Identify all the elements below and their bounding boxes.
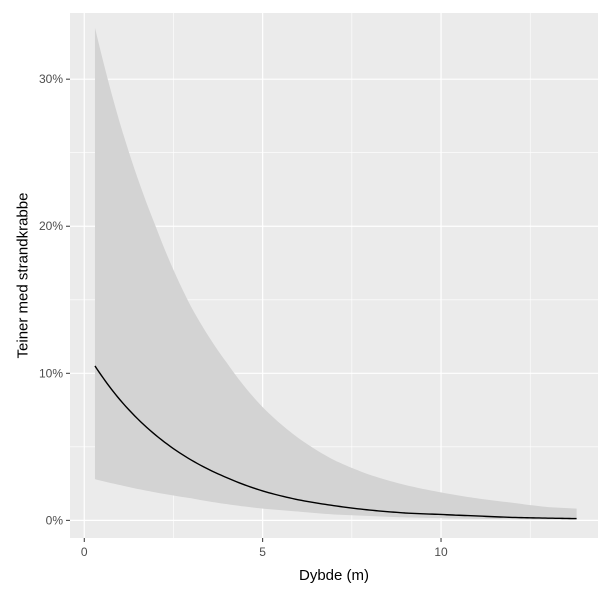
y-axis: 0% 10% 20% 30%: [39, 72, 70, 527]
x-tick-label: 10: [434, 545, 448, 559]
y-tick-label: 10%: [39, 366, 63, 380]
y-tick-label: 0%: [46, 513, 64, 527]
x-tick-label: 0: [81, 545, 88, 559]
x-tick-label: 5: [259, 545, 266, 559]
y-tick-label: 30%: [39, 72, 63, 86]
y-axis-title: Teiner med strandkrabbe: [14, 193, 31, 359]
x-axis: 0 5 10: [81, 538, 448, 559]
x-axis-title: Dybde (m): [299, 567, 369, 584]
y-tick-label: 20%: [39, 219, 63, 233]
